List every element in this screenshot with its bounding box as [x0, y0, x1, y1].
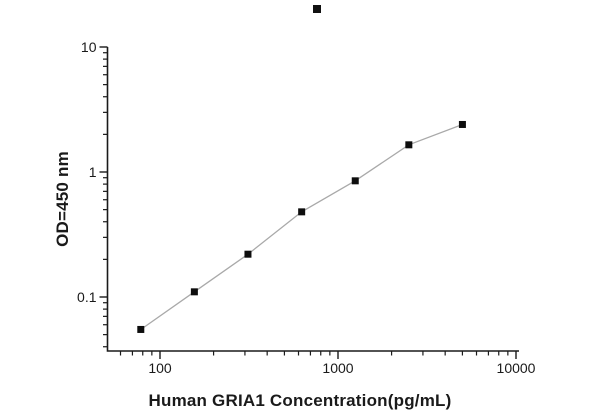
- data-point-marker: [458, 120, 466, 128]
- data-point-marker: [351, 177, 359, 185]
- y-axis-tick-label: 1: [89, 164, 97, 180]
- x-axis-title: Human GRIA1 Concentration(pg/mL): [148, 391, 452, 410]
- legend-marker-icon: [313, 5, 321, 13]
- y-axis-tick-label: 10: [81, 39, 97, 55]
- data-point-marker: [244, 250, 252, 258]
- x-axis-tick-label: 10000: [497, 360, 536, 376]
- axis-line: [106, 47, 519, 352]
- data-point-marker: [190, 288, 198, 296]
- data-point-marker: [137, 325, 145, 333]
- x-axis-tick-label: 1000: [322, 360, 353, 376]
- series-line: [140, 123, 463, 331]
- data-point-marker: [405, 141, 413, 149]
- y-axis-title: OD=450 nm: [53, 151, 72, 247]
- data-point-marker: [298, 208, 306, 216]
- y-axis-tick-label: 0.1: [77, 289, 97, 305]
- x-axis-tick-label: 100: [148, 360, 172, 376]
